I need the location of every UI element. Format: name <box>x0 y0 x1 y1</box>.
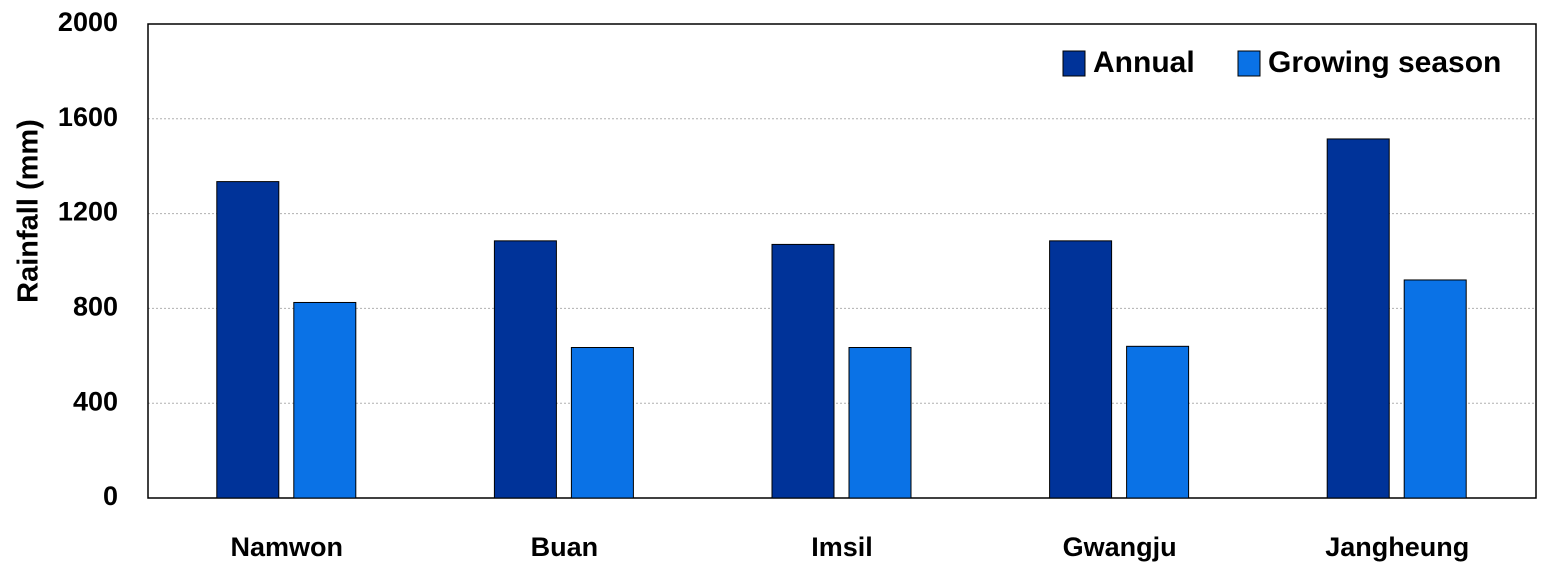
legend-swatch <box>1237 50 1261 77</box>
y-axis-label: Rainfall (mm) <box>13 119 45 303</box>
x-tick-label: Gwangju <box>1063 532 1177 562</box>
y-tick-label: 0 <box>103 481 118 511</box>
bar <box>1403 279 1467 499</box>
x-tick-label: Imsil <box>811 532 873 562</box>
bar <box>848 347 912 499</box>
legend-swatch <box>1062 50 1086 77</box>
legend-label: Growing season <box>1268 46 1501 79</box>
legend-label: Annual <box>1093 46 1195 79</box>
y-tick-label: 800 <box>73 292 118 322</box>
bar <box>570 347 634 499</box>
x-tick-label: Buan <box>531 532 599 562</box>
bar <box>1326 138 1390 499</box>
x-tick-label: Jangheung <box>1325 532 1469 562</box>
y-tick-label: 1200 <box>58 197 118 227</box>
bar <box>1049 240 1113 499</box>
y-tick-label: 1600 <box>58 102 118 132</box>
y-tick-label: 2000 <box>58 7 118 37</box>
bar <box>293 301 357 499</box>
x-tick-label: Namwon <box>231 532 344 562</box>
bar <box>1126 345 1190 499</box>
y-tick-label: 400 <box>73 386 118 416</box>
plot-frame <box>147 23 1537 499</box>
bar <box>493 240 557 499</box>
bar <box>216 181 280 499</box>
bar <box>771 243 835 499</box>
